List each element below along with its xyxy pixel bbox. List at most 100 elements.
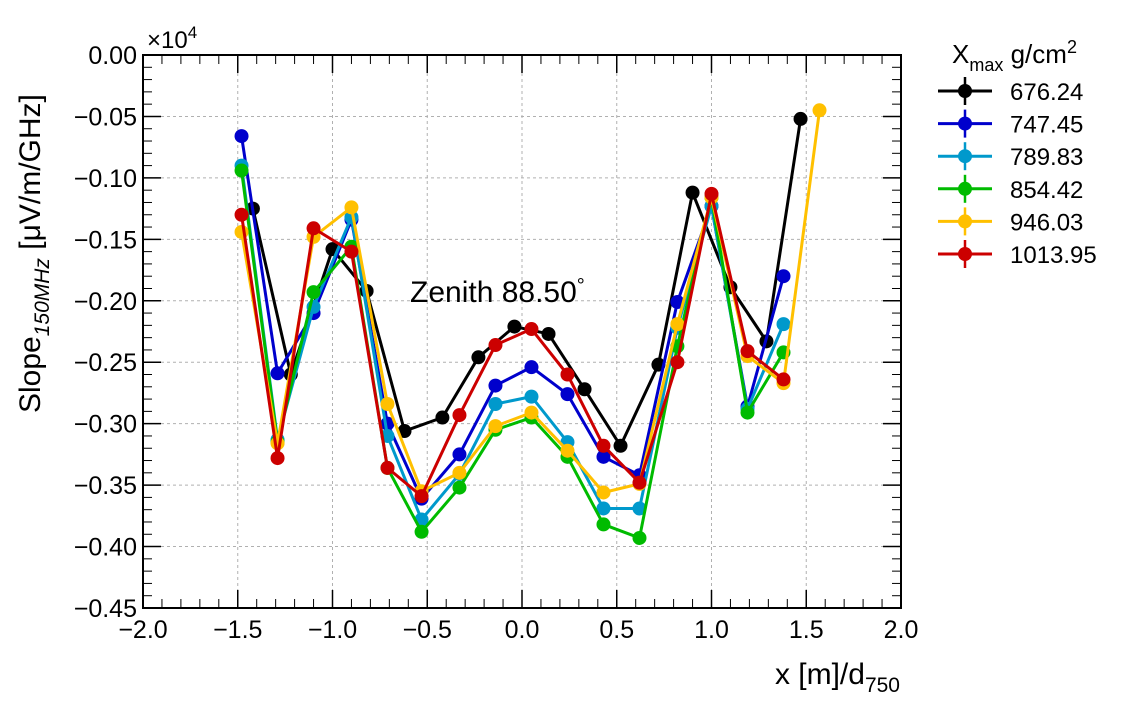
legend-item-854.42: 854.42 xyxy=(938,174,1083,204)
legend-item-789.83: 789.83 xyxy=(938,142,1083,171)
data-point xyxy=(306,221,321,236)
x-tick-label: −2.0 xyxy=(118,616,167,644)
legend-item-946.03: 946.03 xyxy=(938,207,1083,236)
legend-label: 676.24 xyxy=(1010,79,1083,106)
data-point xyxy=(524,322,539,337)
data-point xyxy=(541,326,556,341)
data-point xyxy=(344,244,359,259)
data-point xyxy=(270,366,285,381)
series-line xyxy=(240,170,785,540)
data-point xyxy=(560,443,575,458)
legend-marker xyxy=(958,247,972,261)
x-tick-label: 1.5 xyxy=(789,616,824,644)
data-point xyxy=(776,372,791,387)
legend-label: 789.83 xyxy=(1010,144,1083,171)
data-point xyxy=(471,350,486,365)
legend: 676.24 747.45 789.83 854.42 946.03 1013.95 xyxy=(938,77,1097,269)
data-point xyxy=(596,485,611,500)
data-point xyxy=(613,438,628,453)
legend-marker xyxy=(958,181,972,196)
data-point xyxy=(596,449,611,464)
major-ticks xyxy=(142,54,902,609)
data-point xyxy=(344,200,359,215)
data-point xyxy=(488,378,503,393)
y-multiplier: ×104 xyxy=(147,23,197,54)
zenith-annotation: Zenith 88.50° xyxy=(410,275,585,309)
data-point xyxy=(306,285,321,300)
data-point xyxy=(740,405,755,420)
data-point xyxy=(776,317,791,332)
data-point xyxy=(704,186,719,201)
legend-label: 946.03 xyxy=(1010,209,1083,236)
series-1013.95 xyxy=(234,186,791,504)
data-point xyxy=(524,360,539,375)
data-point xyxy=(234,163,249,178)
x-tick-label: 0.5 xyxy=(599,616,634,644)
y-tick-label: 0.00 xyxy=(88,42,137,70)
data-point xyxy=(560,387,575,402)
data-point xyxy=(596,517,611,532)
data-point xyxy=(234,129,249,144)
data-point xyxy=(685,185,700,200)
data-point xyxy=(632,475,647,490)
legend-marker xyxy=(958,149,972,164)
series-line xyxy=(240,192,785,498)
minor-ticks xyxy=(143,55,901,608)
data-point xyxy=(414,524,429,539)
data-point xyxy=(452,408,467,423)
y-tick-label: −0.40 xyxy=(74,534,137,562)
legend-marker xyxy=(958,116,972,131)
data-point xyxy=(380,460,395,475)
y-axis-title: Slope150MHz [μV/m/GHz] xyxy=(14,94,54,413)
data-point xyxy=(793,111,808,126)
legend-item-1013.95: 1013.95 xyxy=(938,240,1097,269)
x-tick-label: −0.5 xyxy=(403,616,452,644)
data-point xyxy=(234,207,249,222)
y-tick-label: −0.45 xyxy=(74,595,137,623)
y-tick-label: −0.10 xyxy=(74,165,137,193)
x-tick-label: −1.0 xyxy=(308,616,357,644)
data-point xyxy=(524,389,539,404)
y-tick-label: −0.20 xyxy=(74,288,137,316)
data-point xyxy=(740,344,755,359)
y-tick-labels: 0.00 −0.05 −0.10 −0.15 −0.20 −0.25 −0.30 −0.35 −… xyxy=(74,42,137,623)
x-tick-label: 0.0 xyxy=(505,616,540,644)
data-point xyxy=(524,405,539,420)
data-point xyxy=(596,501,611,516)
data-point xyxy=(596,438,611,453)
data-point xyxy=(435,410,450,425)
data-point xyxy=(397,424,412,439)
legend-item-676.24: 676.24 xyxy=(938,77,1083,106)
x-tick-label: −1.5 xyxy=(213,616,262,644)
data-point xyxy=(507,319,522,334)
data-point xyxy=(670,355,685,370)
y-tick-label: −0.35 xyxy=(74,472,137,500)
data-point xyxy=(452,480,467,495)
y-tick-label: −0.25 xyxy=(74,349,137,377)
legend-marker xyxy=(958,214,972,229)
data-point xyxy=(488,419,503,434)
data-point xyxy=(488,397,503,412)
y-tick-label: −0.05 xyxy=(74,103,137,131)
y-tick-label: −0.30 xyxy=(74,411,137,439)
legend-label: 1013.95 xyxy=(1010,242,1097,269)
grid-lines xyxy=(143,55,901,608)
data-point xyxy=(380,397,395,412)
x-tick-label: 1.0 xyxy=(694,616,729,644)
data-point xyxy=(414,489,429,504)
legend-item-747.45: 747.45 xyxy=(938,109,1083,139)
legend-label: 854.42 xyxy=(1010,177,1083,204)
data-point xyxy=(577,382,592,397)
x-tick-label: 2.0 xyxy=(884,616,919,644)
x-axis-title: x [m]/d750 xyxy=(775,658,900,697)
data-point xyxy=(560,367,575,382)
series-line xyxy=(240,135,785,501)
data-point xyxy=(776,269,791,284)
data-point xyxy=(452,465,467,480)
series-layer xyxy=(234,103,827,545)
legend-label: 747.45 xyxy=(1010,112,1083,139)
data-point xyxy=(812,103,827,118)
series-747.45 xyxy=(234,129,791,506)
y-tick-label: −0.15 xyxy=(74,226,137,254)
